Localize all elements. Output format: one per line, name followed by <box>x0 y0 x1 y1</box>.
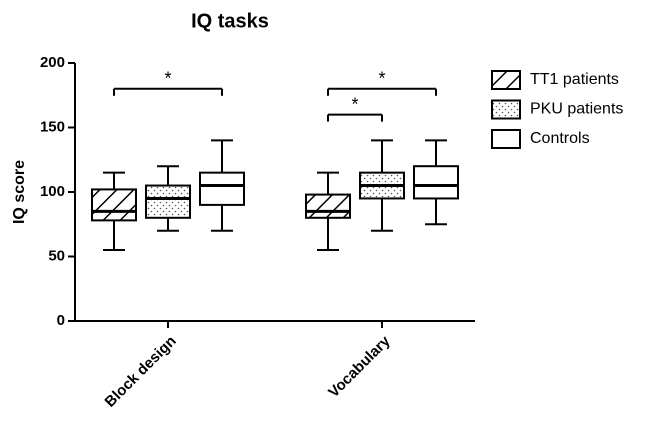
legend-label: PKU patients <box>530 101 623 118</box>
significance-label: * <box>351 94 358 114</box>
legend-label: Controls <box>530 130 590 147</box>
y-tick-label: 100 <box>40 183 65 200</box>
legend-label: TT1 patients <box>530 71 619 88</box>
x-tick-label: Vocabulary <box>325 332 394 401</box>
x-tick-label: Block design <box>102 333 180 411</box>
box <box>145 184 191 219</box>
box <box>91 188 137 222</box>
y-tick-label: 50 <box>48 247 65 264</box>
legend-swatch <box>491 70 521 90</box>
box <box>413 165 459 200</box>
y-axis-label: IQ score <box>11 160 28 224</box>
y-tick-label: 200 <box>40 54 65 71</box>
significance-label: * <box>164 69 171 89</box>
significance-label: * <box>378 69 385 89</box>
box <box>305 193 351 219</box>
legend-swatch <box>491 99 521 120</box>
box <box>199 171 245 206</box>
chart-title: IQ tasks <box>191 10 269 32</box>
y-tick-label: 0 <box>57 312 65 329</box>
y-tick-label: 150 <box>40 118 65 135</box>
legend-swatch <box>491 129 521 149</box>
